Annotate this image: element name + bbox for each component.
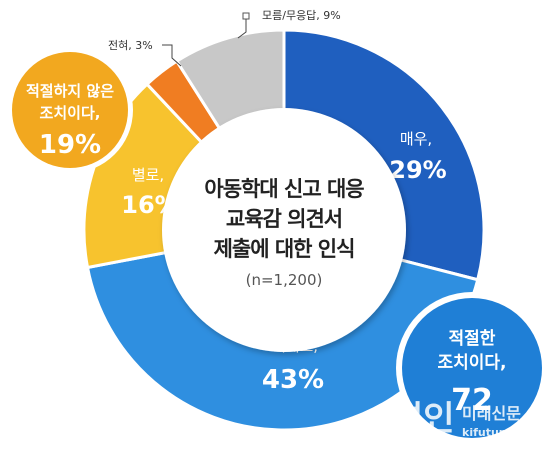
callout-appropriate-line-2: 조치이다, [437,353,506,373]
callout-appropriate-value: 72 [451,383,493,418]
center-title-line-2: 교육감 의견서 [226,207,342,231]
callout-not-appropriate-line-1: 적절하지 않은 [26,82,114,100]
callout-appropriate-line-1: 적절한 [449,328,496,349]
label-never: 전혀, 3% [108,39,182,67]
callout-not-appropriate-disc [12,52,128,168]
callout-not-appropriate-line-2: 조치이다, [40,104,101,122]
leader-line-dontknow [237,19,247,39]
center-title-line-1: 아동학대 신고 대응 [204,177,364,201]
watermark-brand-2: 미래신문 [462,404,521,423]
slice-value-very: 29% [389,156,446,184]
watermark-url: kifuture.com [462,426,541,439]
callout-appropriate: 적절한 조치이다, 72 [396,292,548,444]
callout-appropriate-disc [402,298,542,438]
watermark: 경인 미래신문 kifuture.com [392,399,541,439]
slice-label-very: 매우, [400,130,432,148]
center-sample-size: (n=1,200) [246,271,323,289]
label-dontknow: 모름/무응답, 9% [237,9,341,39]
slice-value-mostly: 43% [262,365,324,395]
callout-not-appropriate-value: 19% [39,130,101,160]
center-title-line-3: 제출에 대한 인식 [214,237,355,261]
slice-label-not-really: 별로, [132,166,164,184]
donut-center [162,108,406,352]
watermark-brand: 경인 [392,399,455,439]
legend-marker-dontknow [242,12,250,20]
leader-line-never [162,44,182,67]
label-dontknow-text: 모름/무응답, 9% [262,9,341,22]
callout-not-appropriate: 적절하지 않은 조치이다, 19% [7,47,133,173]
label-never-text: 전혀, 3% [108,39,153,52]
